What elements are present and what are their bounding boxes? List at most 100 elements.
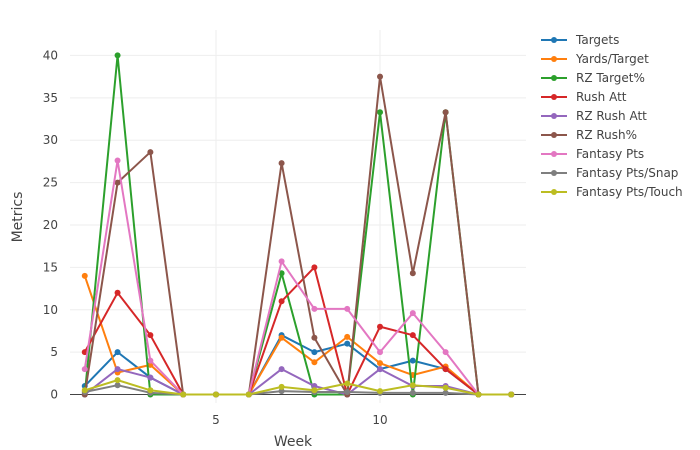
y-axis-title: Metrics (10, 192, 26, 243)
data-point[interactable] (409, 332, 416, 339)
data-point[interactable] (409, 357, 416, 364)
data-point[interactable] (311, 264, 318, 271)
data-point[interactable] (442, 384, 449, 391)
y-tick-label: 35 (43, 91, 58, 105)
data-point[interactable] (344, 333, 351, 340)
data-point[interactable] (147, 149, 154, 156)
data-point[interactable] (311, 387, 318, 394)
data-point[interactable] (344, 305, 351, 312)
legend-swatch-marker (551, 151, 557, 157)
data-point[interactable] (409, 389, 416, 396)
data-point[interactable] (508, 391, 515, 398)
legend-label: Fantasy Pts/Snap (576, 166, 678, 180)
legend-label: Targets (575, 33, 619, 47)
legend-swatch-marker (551, 94, 557, 100)
legend-item[interactable]: Targets (541, 33, 619, 47)
data-point[interactable] (114, 179, 121, 186)
legend-item[interactable]: RZ Target% (541, 71, 645, 85)
y-tick-label: 25 (43, 176, 58, 190)
series-layer (81, 52, 515, 398)
data-point[interactable] (114, 382, 121, 389)
data-point[interactable] (278, 388, 285, 395)
y-tick-label: 30 (43, 133, 58, 147)
data-point[interactable] (180, 391, 187, 398)
data-point[interactable] (409, 310, 416, 317)
data-point[interactable] (311, 334, 318, 341)
data-point[interactable] (278, 383, 285, 390)
legend-label: Yards/Target (575, 52, 649, 66)
data-point[interactable] (278, 298, 285, 305)
grid (70, 30, 526, 403)
data-point[interactable] (147, 332, 154, 339)
legend-swatch-marker (551, 113, 557, 119)
legend-swatch-marker (551, 75, 557, 81)
legend-item[interactable]: Rush Att (541, 90, 627, 104)
data-point[interactable] (114, 52, 121, 59)
legend-swatch-marker (551, 189, 557, 195)
data-point[interactable] (377, 388, 384, 395)
data-point[interactable] (278, 270, 285, 277)
data-point[interactable] (278, 366, 285, 373)
y-tick-label: 15 (43, 260, 58, 274)
data-point[interactable] (81, 366, 88, 373)
legend-swatch-marker (551, 132, 557, 138)
data-point[interactable] (278, 258, 285, 265)
data-point[interactable] (442, 389, 449, 396)
legend-label: RZ Rush Att (576, 109, 647, 123)
data-point[interactable] (344, 340, 351, 347)
y-tick-label: 10 (43, 303, 58, 317)
legend-item[interactable]: Fantasy Pts (541, 147, 644, 161)
y-tick-label: 5 (50, 345, 58, 359)
data-point[interactable] (377, 360, 384, 367)
legend-item[interactable]: Fantasy Pts/Snap (541, 166, 678, 180)
legend-item[interactable]: Yards/Target (541, 52, 649, 66)
data-point[interactable] (311, 359, 318, 366)
legend-item[interactable]: RZ Rush Att (541, 109, 647, 123)
data-point[interactable] (147, 357, 154, 364)
data-point[interactable] (114, 366, 121, 373)
data-point[interactable] (114, 157, 121, 164)
series-line (84, 368, 512, 396)
data-point[interactable] (377, 349, 384, 356)
legend[interactable]: Targets Yards/Target RZ Target% Rush Att RZ … (541, 33, 683, 199)
legend-label: RZ Target% (576, 71, 645, 85)
series-line (84, 379, 512, 396)
data-point[interactable] (81, 387, 88, 394)
data-point[interactable] (147, 387, 154, 394)
data-point[interactable] (377, 366, 384, 373)
data-point[interactable] (278, 160, 285, 167)
y-tick-label: 40 (43, 48, 58, 62)
data-point[interactable] (442, 349, 449, 356)
data-point[interactable] (245, 391, 252, 398)
data-point[interactable] (344, 388, 351, 395)
series-line (83, 159, 512, 396)
data-point[interactable] (409, 382, 416, 389)
data-point[interactable] (377, 109, 384, 116)
data-point[interactable] (377, 73, 384, 80)
x-axis-title: Week (274, 434, 313, 450)
data-point[interactable] (377, 323, 384, 330)
data-point[interactable] (114, 289, 121, 296)
series-line (83, 75, 512, 396)
data-point[interactable] (311, 305, 318, 312)
axes: 0 5 10 15 20 25 30 35 40 5 10 (43, 48, 526, 427)
data-point[interactable] (442, 109, 449, 116)
series-line (84, 384, 512, 396)
data-point[interactable] (311, 383, 318, 390)
data-point[interactable] (114, 377, 121, 384)
data-point[interactable] (409, 270, 416, 277)
data-point[interactable] (475, 391, 482, 398)
data-point[interactable] (311, 349, 318, 356)
data-point[interactable] (114, 349, 121, 356)
data-point[interactable] (344, 380, 351, 387)
data-point[interactable] (278, 334, 285, 341)
series-fantasy-pts-touch[interactable] (81, 377, 515, 398)
x-tick-label: 5 (212, 413, 220, 427)
data-point[interactable] (147, 374, 154, 381)
legend-item[interactable]: Fantasy Pts/Touch (541, 185, 683, 199)
data-point[interactable] (212, 391, 219, 398)
data-point[interactable] (81, 272, 88, 279)
legend-label: Fantasy Pts/Touch (576, 185, 683, 199)
data-point[interactable] (442, 366, 449, 373)
legend-item[interactable]: RZ Rush% (541, 128, 637, 142)
